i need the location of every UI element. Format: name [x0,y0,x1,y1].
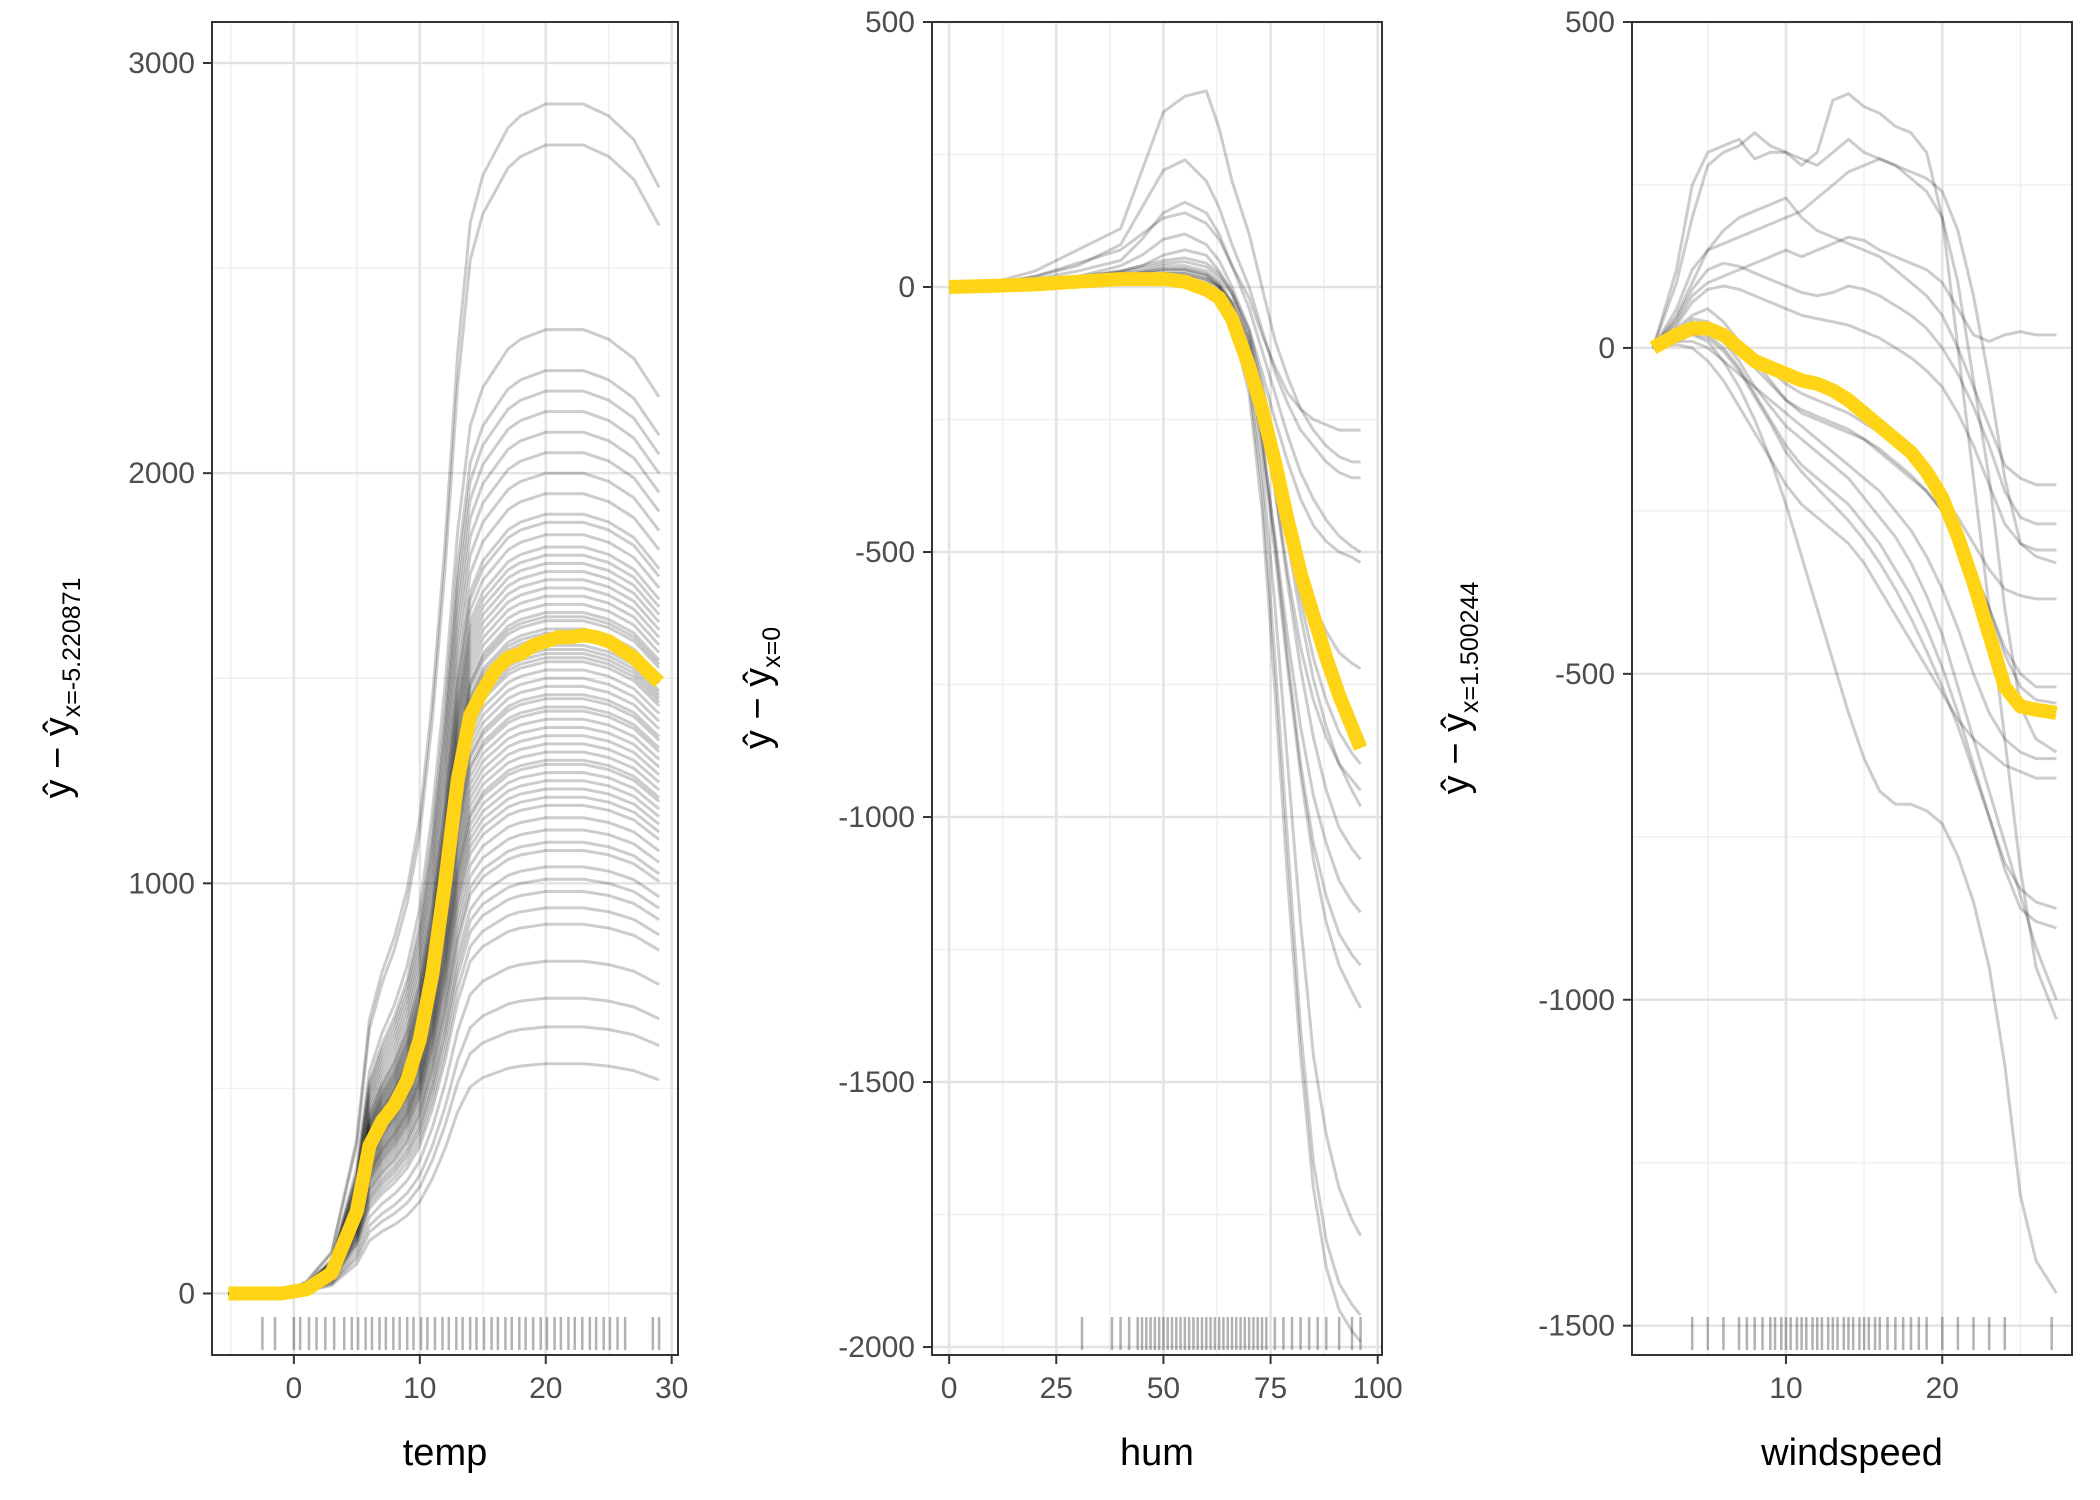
ice-line [228,922,660,1295]
plot-area-windspeed: 10 20 -1500 -1000 -500 0 500 [1538,6,2073,1405]
x-tick-label: 0 [941,1372,958,1405]
ice-line [1651,235,2057,349]
ice-line [1652,343,2057,780]
ice-line [949,200,1362,554]
ice-line [1651,131,2058,754]
y-tick-label: -1000 [838,801,915,834]
ice-line [228,430,661,1295]
x-axis-title-hum: hum [1120,1432,1194,1474]
y-axis-title-main: ŷ − ŷ [37,717,79,798]
ice-line [1651,157,2057,565]
ice-line [1651,196,2057,487]
y-tick-label: -2000 [838,1331,915,1364]
y-tick-label: -500 [855,536,915,569]
y-tick-label: 1000 [128,867,195,900]
ice-line [1652,284,2057,552]
y-axis-title-main: ŷ − ŷ [737,668,779,749]
ice-line [228,410,661,1295]
ice-line [228,906,660,1295]
y-axis-title-hum: ŷ − ŷx=0 [737,627,786,749]
x-tick-label: 100 [1353,1372,1403,1405]
pdp-line [1649,321,2058,720]
y-axis-title-subscript: x=-5.220871 [58,577,86,717]
x-axis-title-windspeed: windspeed [1760,1432,1943,1474]
x-tick-label: 10 [403,1372,436,1405]
y-tick-label: -500 [1555,658,1615,691]
y-tick-label: -1500 [838,1066,915,1099]
svg-text:ŷ − ŷx=1.500244: ŷ − ŷx=1.500244 [1435,582,1484,795]
panel-background [212,22,678,1355]
x-tick-label: 25 [1040,1372,1073,1405]
panel-windspeed: 10 20 -1500 -1000 -500 0 500 windspeed ŷ − ŷx=… [1435,6,2073,1474]
ice-line [1652,333,2058,1294]
panel-border [931,21,1383,1356]
ice-line [948,211,1361,432]
y-tick-label: 500 [865,6,915,39]
ice-line [228,877,660,1295]
plot-area-temp: 0 10 20 30 0 1000 2000 3000 [128,21,688,1405]
x-tick-label: 0 [286,1372,303,1405]
ice-line [228,369,661,1295]
ice-line [228,959,660,1295]
y-tick-label: 500 [1565,6,1615,39]
svg-text:ŷ − ŷx=-5.220871: ŷ − ŷx=-5.220871 [37,577,86,798]
y-axis-title-subscript: x=0 [758,627,786,668]
ice-line [1652,326,2057,930]
ice-line [948,89,1361,464]
ice-line [1652,332,2057,910]
panel-border [1631,21,2073,1356]
y-tick-label: 0 [1598,332,1615,365]
pdp-line [228,628,664,1301]
ice-line [228,1025,660,1295]
plot-area-hum: 0 25 50 75 100 -2000 -1500 -1000 -500 0 500 [838,6,1402,1405]
svg-text:ŷ − ŷx=0: ŷ − ŷx=0 [737,627,786,749]
x-tick-label: 30 [655,1372,688,1405]
pdp-line [948,272,1368,751]
ice-line [228,1062,660,1295]
ice-line [228,865,660,1295]
x-tick-label: 20 [1926,1372,1959,1405]
ice-line [228,996,660,1295]
y-axis-title-temp: ŷ − ŷx=-5.220871 [37,577,86,798]
y-tick-label: -1000 [1538,984,1615,1017]
ice-line [1651,261,2057,526]
y-tick-label: 3000 [128,47,195,80]
ice-line [228,328,661,1295]
panel-border [211,21,679,1356]
y-tick-label: 0 [178,1277,195,1310]
x-tick-label: 75 [1254,1372,1287,1405]
y-tick-label: 2000 [128,457,195,490]
ice-line [228,840,660,1295]
ice-line [1651,92,2058,1020]
panel-temp: 0 10 20 30 0 1000 2000 3000 temp ŷ − ŷx=-5.2208… [37,21,688,1474]
ice-line [228,890,660,1295]
ice-line [228,102,661,1295]
panel-background [932,22,1382,1355]
ice-line [228,849,660,1295]
y-axis-title-windspeed: ŷ − ŷx=1.500244 [1435,582,1484,795]
y-tick-label: -1500 [1538,1310,1615,1343]
ice-line [228,143,661,1295]
ice-line [228,389,661,1295]
ice-line [1652,339,2057,761]
ice-line [949,158,1361,480]
ice-line [228,828,660,1295]
x-axis-title-temp: temp [403,1432,487,1474]
x-tick-label: 50 [1147,1372,1180,1405]
x-tick-label: 10 [1769,1372,1802,1405]
y-axis-title-main: ŷ − ŷ [1435,713,1477,794]
x-tick-label: 20 [529,1372,562,1405]
panel-hum: 0 25 50 75 100 -2000 -1500 -1000 -500 0 500 hum ŷ … [737,6,1403,1474]
y-axis-title-subscript: x=1.500244 [1456,582,1484,713]
y-tick-label: 0 [898,271,915,304]
